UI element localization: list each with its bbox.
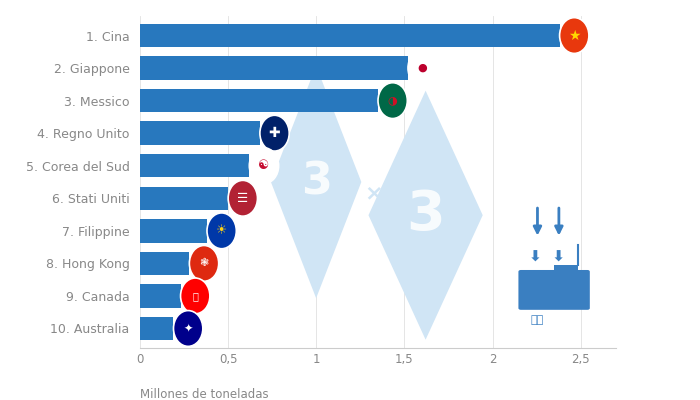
Ellipse shape	[378, 83, 407, 118]
Bar	[140, 284, 181, 308]
Bar	[140, 219, 207, 242]
Bar	[554, 265, 578, 288]
Text: ●: ●	[418, 63, 428, 73]
Text: 3: 3	[301, 160, 332, 204]
Ellipse shape	[181, 278, 210, 314]
Text: ☀: ☀	[216, 224, 228, 237]
Text: ◑: ◑	[388, 96, 398, 106]
Text: ✦: ✦	[183, 324, 192, 334]
Bar	[140, 24, 559, 47]
Polygon shape	[368, 91, 483, 340]
Bar	[140, 56, 408, 80]
Text: ☯: ☯	[258, 159, 270, 172]
Ellipse shape	[559, 18, 589, 54]
Bar	[140, 154, 249, 178]
Text: ⬇  ⬇: ⬇ ⬇	[529, 250, 565, 265]
Bar	[140, 122, 260, 145]
Ellipse shape	[174, 310, 203, 346]
Ellipse shape	[228, 180, 258, 216]
Polygon shape	[271, 66, 361, 298]
Text: Millones de toneladas: Millones de toneladas	[140, 388, 269, 400]
Bar	[140, 186, 228, 210]
Ellipse shape	[207, 213, 237, 249]
Text: ☰: ☰	[237, 192, 248, 205]
Bar	[140, 317, 174, 340]
Text: 3: 3	[406, 188, 445, 242]
Text: 〰〰: 〰〰	[531, 315, 544, 325]
Ellipse shape	[190, 246, 218, 281]
Text: ✚: ✚	[269, 126, 281, 140]
Text: ×: ×	[364, 184, 383, 204]
Ellipse shape	[260, 115, 289, 151]
Text: ❃: ❃	[199, 258, 209, 268]
Bar	[140, 252, 190, 275]
Ellipse shape	[249, 148, 279, 184]
Ellipse shape	[408, 50, 438, 86]
Text: ★: ★	[568, 28, 580, 42]
FancyBboxPatch shape	[519, 270, 590, 310]
Text: 🍁: 🍁	[193, 291, 198, 301]
Bar	[140, 89, 378, 112]
